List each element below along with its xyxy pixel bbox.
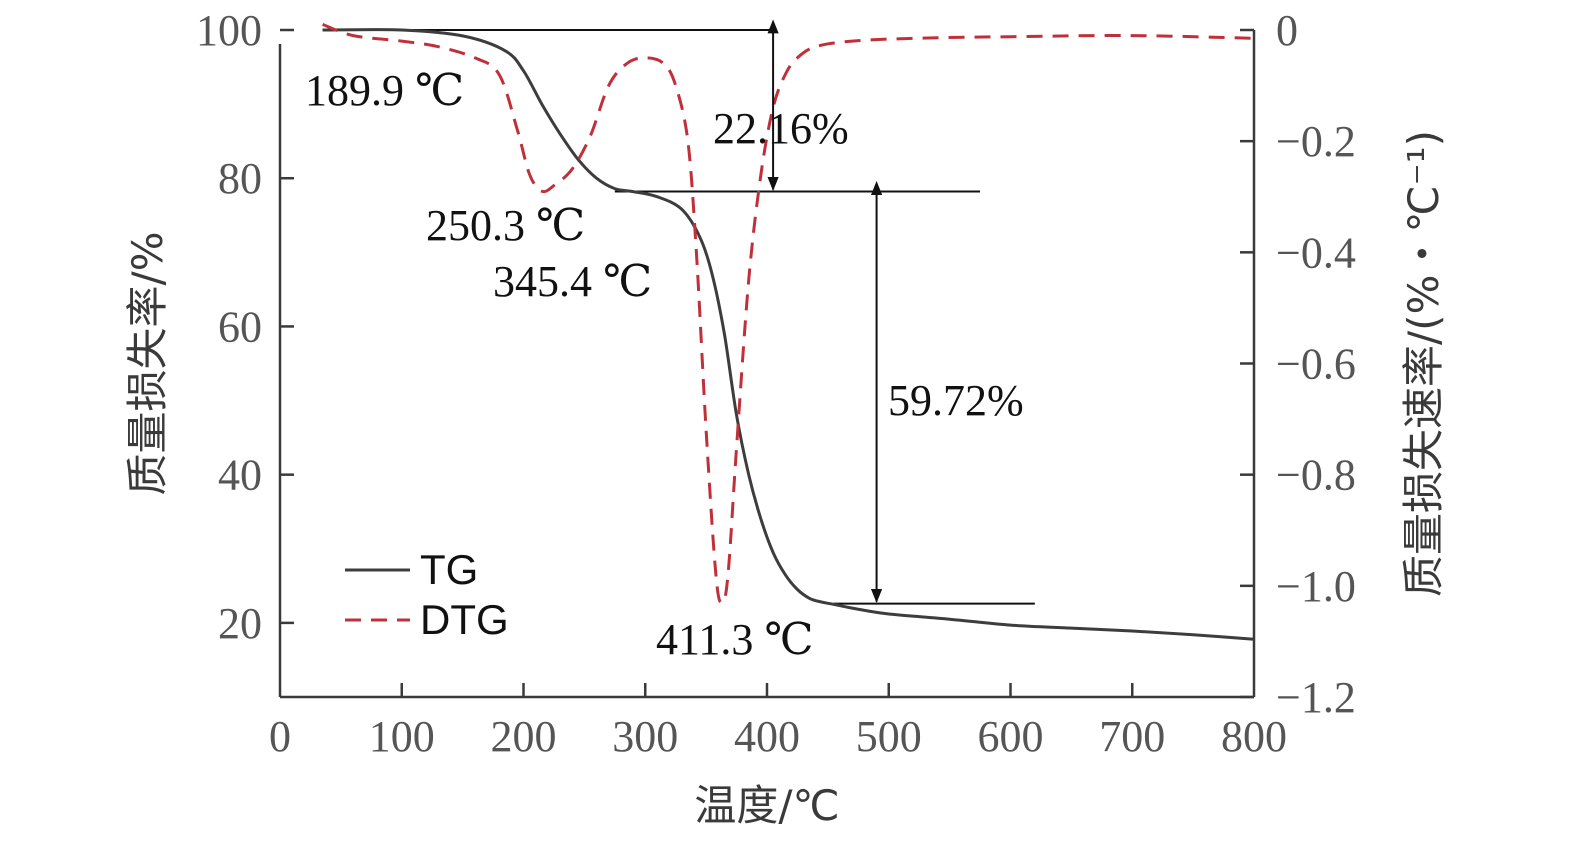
annotation-label: 22.16% [713, 104, 849, 153]
y-tick-label: 40 [218, 451, 262, 500]
annotation-label: 189.9 ℃ [305, 66, 464, 115]
x-tick-label: 400 [734, 712, 800, 761]
tick-layer: 0 100 200 300 400 500 600 700 800 20 40 60 80 100 0 −0.… [196, 6, 1356, 761]
legend-label-tg: TG [420, 546, 478, 593]
series-dtg-line [322, 22, 1255, 605]
y-tick-label: 60 [218, 302, 262, 351]
x-tick-label: 700 [1099, 712, 1165, 761]
y-tick-label: 100 [196, 6, 262, 55]
x-axis-title: 温度/℃ [694, 781, 839, 830]
legend-label-dtg: DTG [420, 596, 509, 643]
x-tick-label: 800 [1221, 712, 1287, 761]
y2-tick-label: 0 [1276, 6, 1298, 55]
x-tick-label: 500 [856, 712, 922, 761]
y2-tick-label: −1.2 [1276, 673, 1356, 722]
x-tick-label: 200 [491, 712, 557, 761]
x-tick-label: 300 [612, 712, 678, 761]
y-axis-title: 质量损失率/% [123, 231, 172, 495]
annotation-label: 345.4 ℃ [493, 257, 652, 306]
axes-layer: 温度/℃ 质量损失率/% 质量损失速率/(%・℃⁻¹) [123, 30, 1448, 830]
annotation-layer: 189.9 ℃ 250.3 ℃ 345.4 ℃ 411.3 ℃ 22.16% 59.72% [305, 19, 1024, 664]
y-tick-label: 80 [218, 154, 262, 203]
annotation-label: 59.72% [888, 376, 1024, 425]
y2-tick-label: −0.2 [1276, 117, 1356, 166]
x-tick-label: 600 [978, 712, 1044, 761]
y2-tick-label: −1.0 [1276, 562, 1356, 611]
reference-lines [322, 29, 1035, 605]
y2-tick-label: −0.8 [1276, 451, 1356, 500]
x-tick-label: 100 [369, 712, 435, 761]
annotation-label: 411.3 ℃ [656, 615, 814, 664]
series-layer [322, 22, 1255, 641]
y2-tick-label: −0.4 [1276, 228, 1356, 277]
x-tick-label: 0 [269, 712, 291, 761]
y2-tick-label: −0.6 [1276, 340, 1356, 389]
annotation-label: 250.3 ℃ [426, 201, 585, 250]
series-tg-line [322, 28, 1255, 641]
y2-axis-title: 质量损失速率/(%・℃⁻¹) [1399, 130, 1448, 597]
y-tick-label: 20 [218, 599, 262, 648]
